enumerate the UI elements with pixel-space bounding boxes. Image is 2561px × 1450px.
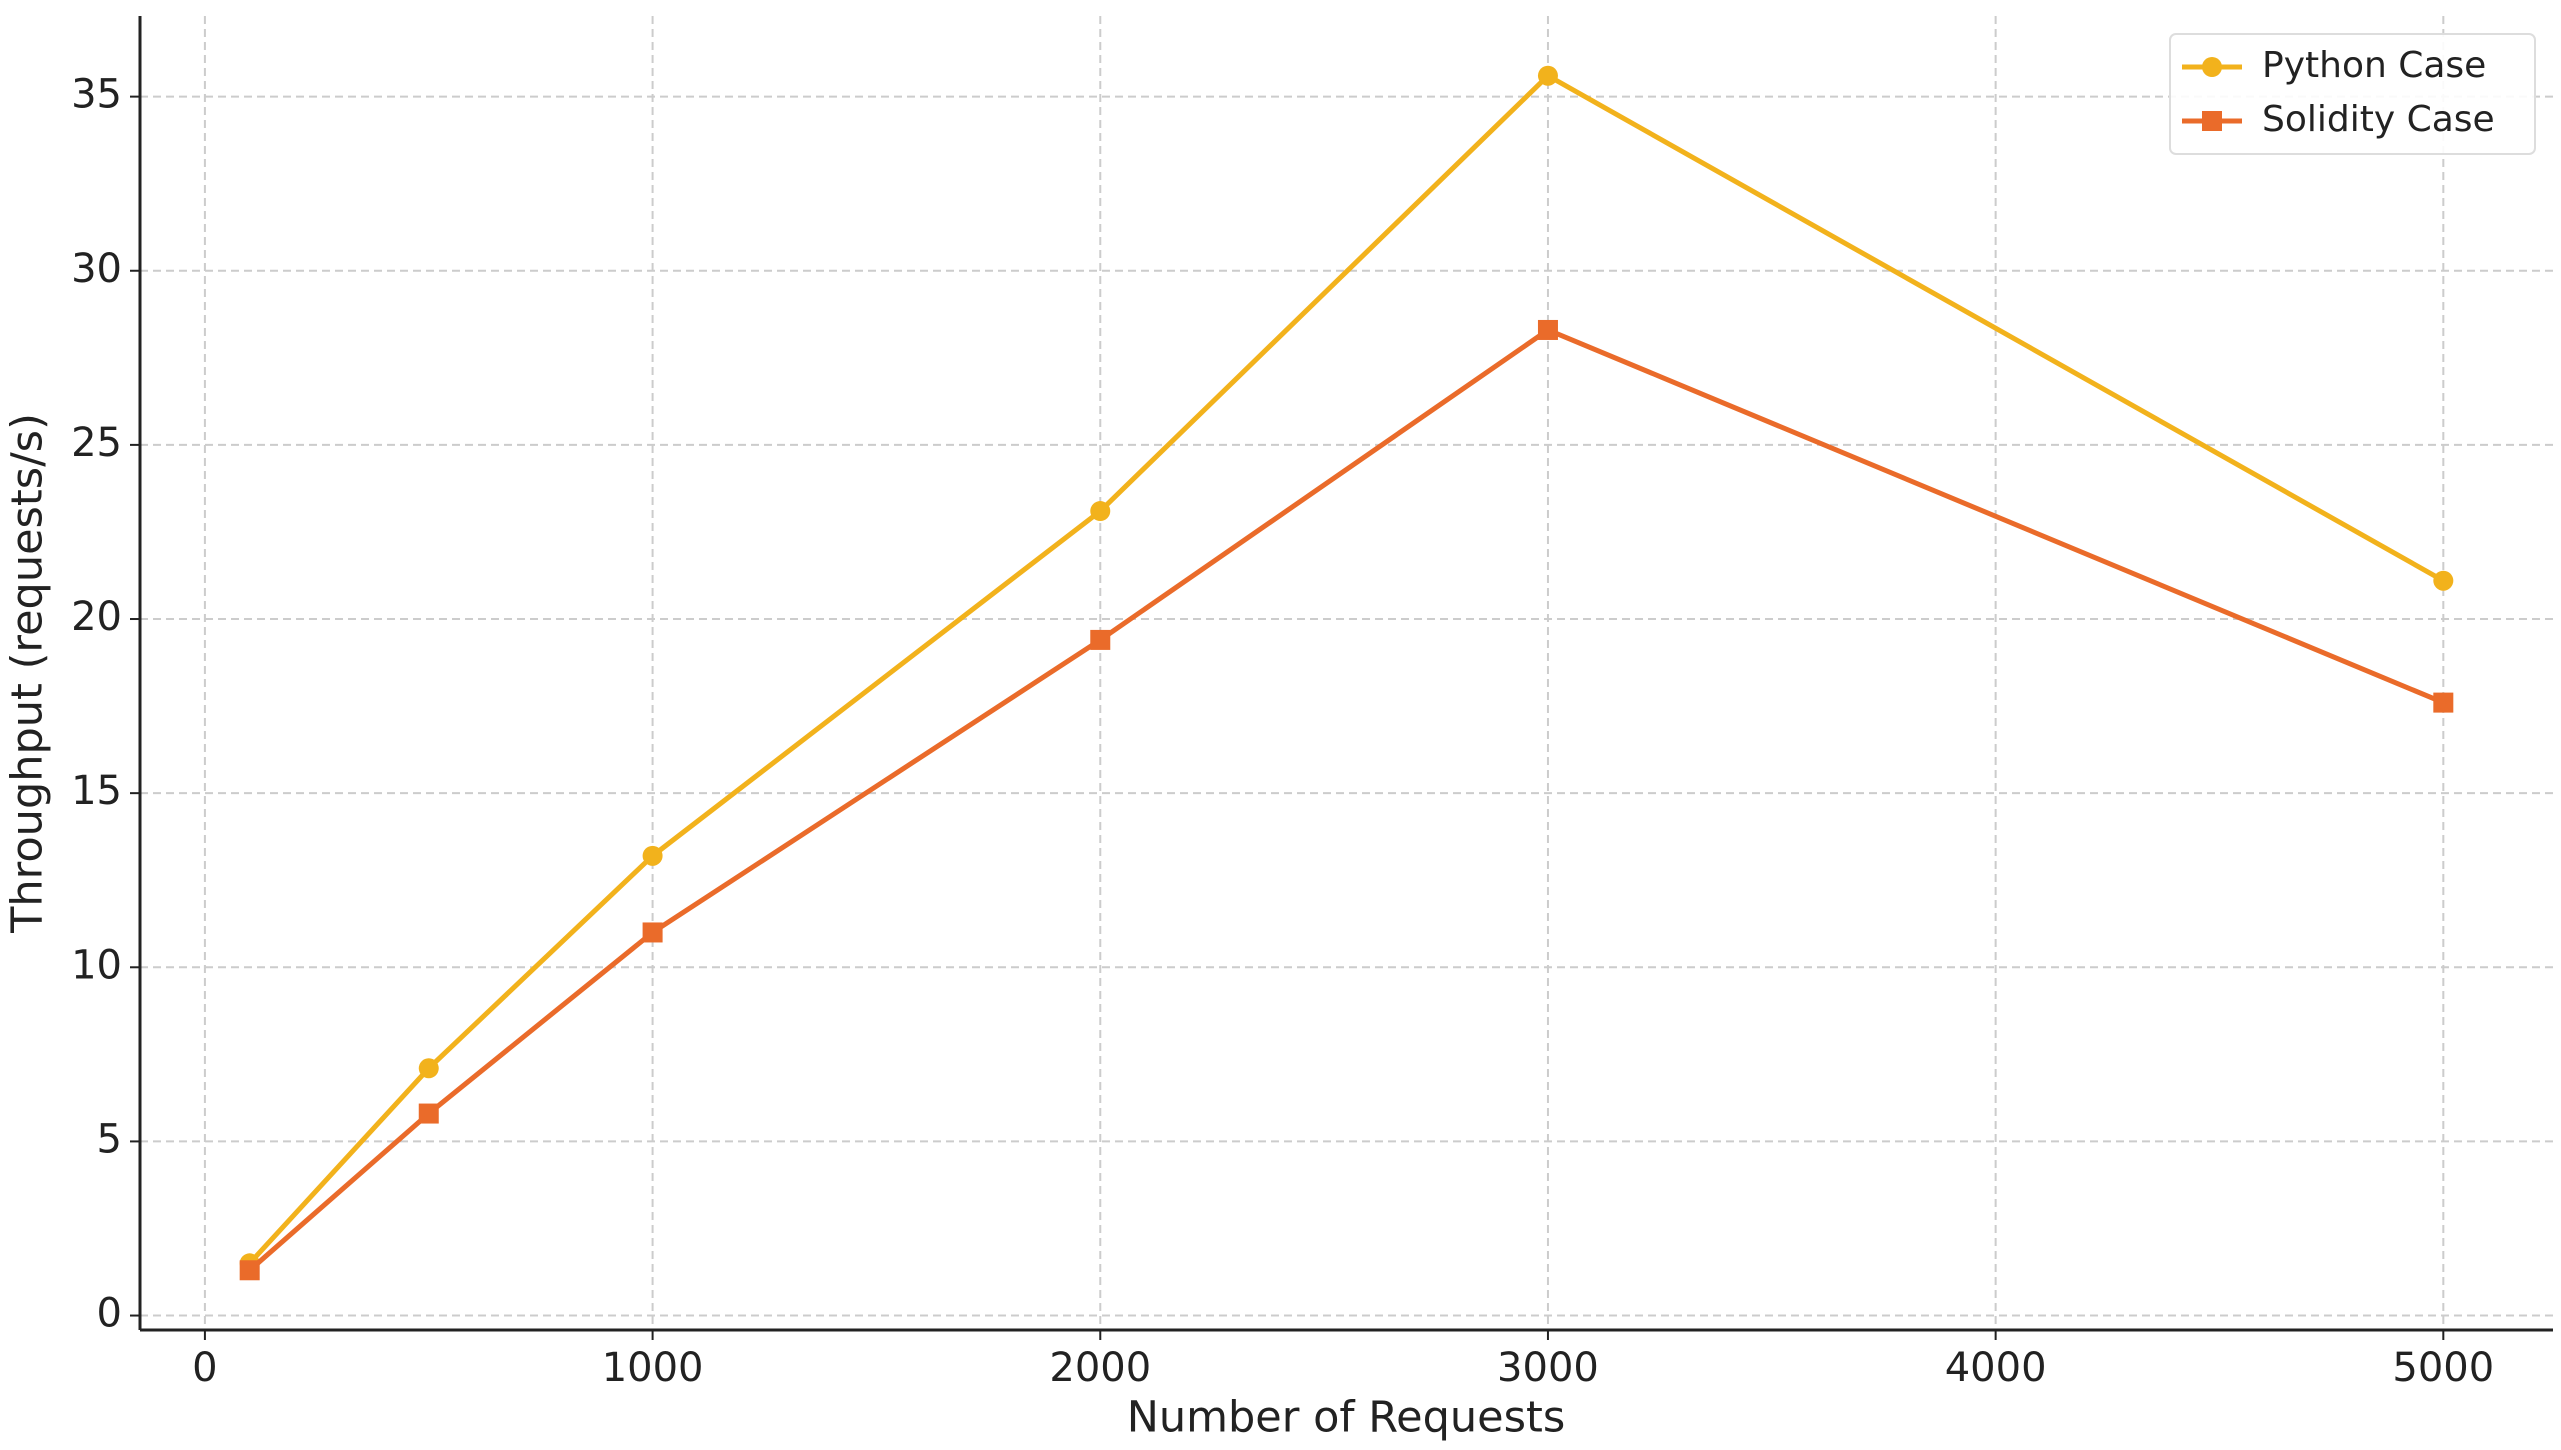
legend-label: Solidity Case [2262, 99, 2495, 140]
y-tick-label: 35 [71, 72, 122, 118]
legend-box [2169, 33, 2536, 155]
y-axis-label: Throughput (requests/s) [3, 413, 53, 934]
legend-marker [2202, 57, 2222, 77]
x-axis-label: Number of Requests [1127, 1393, 1566, 1443]
x-tick-label: 1000 [602, 1345, 704, 1391]
x-tick-label: 0 [192, 1345, 217, 1391]
marker [418, 1103, 439, 1124]
marker [1537, 65, 1558, 86]
marker [642, 922, 663, 943]
x-tick-label: 2000 [1049, 1345, 1151, 1391]
x-tick-label: 5000 [2392, 1345, 2494, 1391]
marker [2433, 570, 2454, 591]
y-tick-label: 5 [97, 1116, 122, 1162]
y-tick-label: 30 [71, 246, 122, 292]
x-tick-label: 3000 [1497, 1345, 1599, 1391]
series-line [248, 327, 2445, 1273]
legend-label: Python Case [2262, 45, 2486, 86]
marker [1090, 501, 1111, 522]
y-tick-label: 20 [71, 594, 122, 640]
marker [239, 1260, 260, 1281]
y-tick-label: 0 [97, 1291, 122, 1337]
series-line [247, 72, 2445, 1265]
y-tick-label: 25 [71, 420, 122, 466]
marker [2433, 692, 2454, 713]
x-tick-label: 4000 [1945, 1345, 2047, 1391]
y-tick-label: 15 [71, 768, 122, 814]
marker [1090, 629, 1111, 650]
marker [642, 845, 663, 866]
marker [418, 1058, 439, 1079]
legend-marker [2202, 111, 2222, 131]
y-tick-label: 10 [71, 942, 122, 988]
marker [1537, 319, 1558, 340]
legend: Python Case Solidity Case [2169, 33, 2536, 155]
